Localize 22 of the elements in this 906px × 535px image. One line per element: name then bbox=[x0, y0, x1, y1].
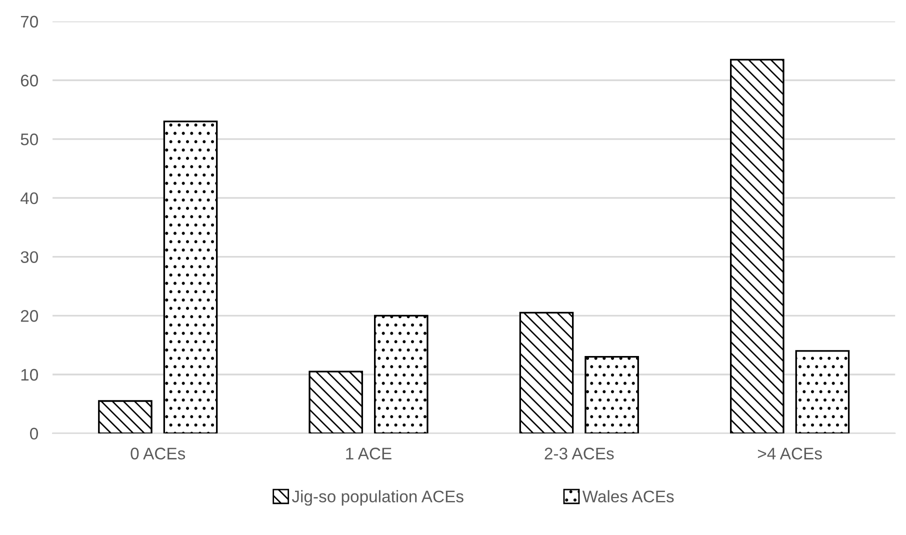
y-tick-label: 20 bbox=[20, 310, 38, 322]
bar bbox=[795, 350, 850, 434]
x-tick-label: 0 ACEs bbox=[130, 448, 186, 460]
bar bbox=[519, 312, 574, 434]
bar bbox=[374, 314, 428, 434]
bar bbox=[730, 58, 784, 434]
y-tick-label: 10 bbox=[21, 368, 38, 381]
bar bbox=[163, 120, 218, 434]
legend-label: Jig-so population ACEs bbox=[292, 490, 464, 506]
y-tick-label: 60 bbox=[20, 74, 38, 86]
y-tick-label: 50 bbox=[20, 134, 38, 146]
x-tick-label: >4 ACEs bbox=[758, 448, 822, 460]
y-tick-label: 0 bbox=[30, 428, 38, 440]
y-tick-label: 70 bbox=[20, 16, 38, 28]
y-tick-label: 40 bbox=[20, 192, 38, 204]
legend-label: Wales ACEs bbox=[582, 490, 674, 502]
x-tick-label: 1 ACE bbox=[346, 448, 392, 460]
y-tick-label: 30 bbox=[20, 251, 38, 264]
bar bbox=[584, 356, 639, 434]
bar bbox=[98, 400, 152, 434]
bar bbox=[308, 370, 364, 434]
x-tick-label: 2-3 ACEs bbox=[544, 448, 614, 460]
